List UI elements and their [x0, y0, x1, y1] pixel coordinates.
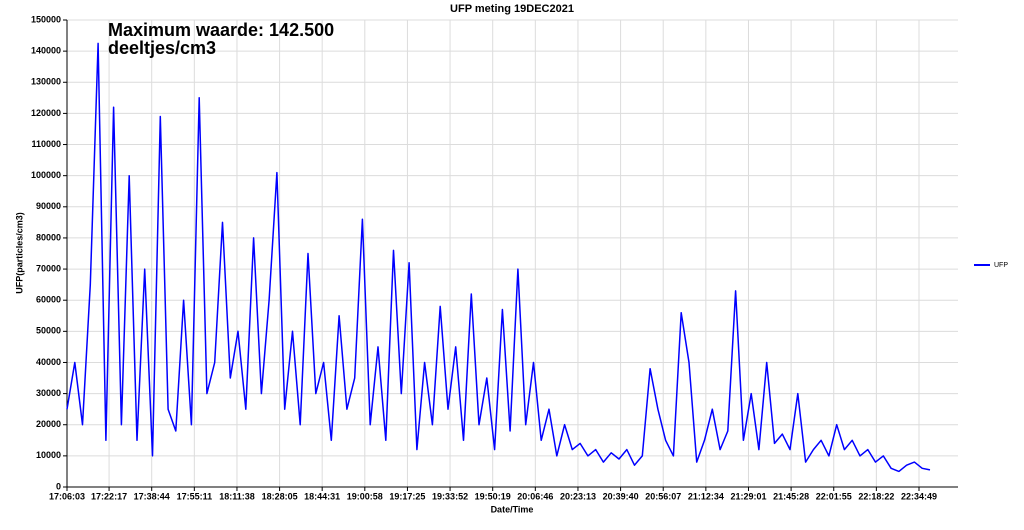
- y-tick-label: 120000: [31, 108, 61, 118]
- y-tick-label: 70000: [36, 263, 61, 273]
- y-tick-label: 60000: [36, 295, 61, 305]
- y-tick-label: 30000: [36, 388, 61, 398]
- x-tick-label: 17:22:17: [91, 491, 127, 501]
- x-tick-label: 18:11:38: [219, 491, 255, 501]
- x-tick-label: 17:06:03: [49, 491, 85, 501]
- x-axis-label: Date/Time: [491, 504, 534, 514]
- x-tick-label: 19:17:25: [389, 491, 425, 501]
- y-tick-label: 150000: [31, 14, 61, 24]
- y-tick-label: 140000: [31, 46, 61, 56]
- x-tick-label: 17:38:44: [134, 491, 170, 501]
- x-tick-label: 19:33:52: [432, 491, 468, 501]
- y-tick-label: 110000: [31, 139, 61, 149]
- x-tick-label: 18:28:05: [262, 491, 298, 501]
- x-tick-label: 21:12:34: [688, 491, 724, 501]
- y-tick-label: 80000: [36, 232, 61, 242]
- chart-title: UFP meting 19DEC2021: [450, 3, 574, 15]
- y-tick-label: 40000: [36, 357, 61, 367]
- x-tick-label: 22:18:22: [858, 491, 894, 501]
- y-tick-label: 20000: [36, 419, 61, 429]
- x-tick-label: 20:23:13: [560, 491, 596, 501]
- legend-label: UFP: [994, 262, 1008, 269]
- y-tick-label: 10000: [36, 450, 61, 460]
- y-tick-label: 0: [56, 481, 61, 491]
- x-tick-label: 20:06:46: [517, 491, 553, 501]
- plot-area: [67, 20, 958, 487]
- x-tick-label: 20:56:07: [645, 491, 681, 501]
- x-tick-label: 22:34:49: [901, 491, 937, 501]
- y-tick-label: 90000: [36, 201, 61, 211]
- x-tick-label: 20:39:40: [603, 491, 639, 501]
- x-tick-label: 17:55:11: [177, 491, 213, 501]
- annotation: Maximum waarde: 142.500: [108, 20, 334, 40]
- x-tick-label: 19:00:58: [347, 491, 383, 501]
- x-tick-label: 19:50:19: [475, 491, 511, 501]
- y-axis-label: UFP(particles/cm3): [14, 212, 24, 294]
- x-tick-label: 21:45:28: [773, 491, 809, 501]
- x-tick-label: 18:44:31: [304, 491, 340, 501]
- data-line: [66, 42, 931, 473]
- annotation: deeltjes/cm3: [108, 38, 216, 58]
- y-tick-label: 50000: [36, 326, 61, 336]
- y-tick-label: 100000: [31, 170, 61, 180]
- x-tick-label: 21:29:01: [730, 491, 766, 501]
- y-tick-label: 130000: [31, 77, 61, 87]
- x-tick-label: 22:01:55: [816, 491, 852, 501]
